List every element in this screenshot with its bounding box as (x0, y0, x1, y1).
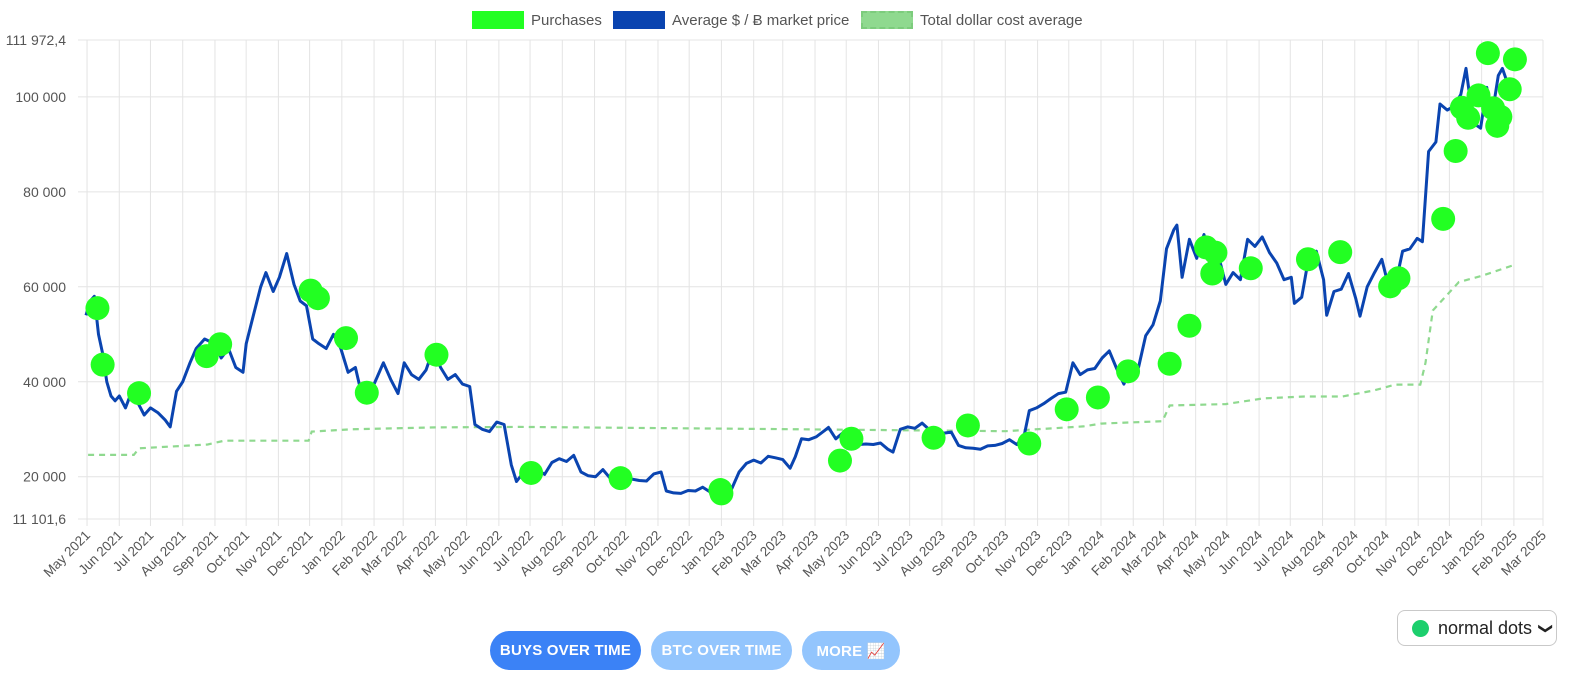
purchase-point[interactable] (519, 460, 544, 485)
purchase-point[interactable] (709, 481, 734, 506)
dca-series (88, 264, 1514, 456)
price-series (84, 66, 1515, 495)
dot-style-select[interactable]: normal dots ❯ (1397, 610, 1557, 646)
purchase-point[interactable] (839, 426, 864, 451)
green-dot-icon (1412, 619, 1429, 637)
purchase-point[interactable] (1502, 47, 1527, 72)
legend-swatch-purchases (472, 11, 524, 29)
purchase-point[interactable] (1116, 359, 1141, 384)
y-tick-label: 60 000 (23, 279, 66, 295)
purchase-point[interactable] (921, 425, 946, 450)
purchase-point[interactable] (1177, 313, 1202, 338)
y-tick-label: 80 000 (23, 184, 66, 200)
purchase-point[interactable] (1431, 206, 1456, 231)
purchase-point[interactable] (1085, 385, 1110, 410)
purchase-point[interactable] (1157, 351, 1182, 376)
purchase-point[interactable] (1017, 431, 1042, 456)
purchase-point[interactable] (1456, 105, 1481, 130)
purchase-point[interactable] (827, 448, 852, 473)
y-axis-labels: 111 972,4 100 000 80 000 60 000 40 000 20 000… (6, 32, 66, 527)
legend-label-purchases: Purchases (531, 11, 602, 29)
legend-label-price: Average $ / Ƀ market price (672, 11, 850, 29)
purchase-point[interactable] (1488, 104, 1513, 129)
legend-dca[interactable]: Total dollar cost average (861, 9, 1083, 31)
legend-price[interactable]: Average $ / Ƀ market price (613, 9, 849, 31)
legend-label-dca: Total dollar cost average (920, 11, 1083, 29)
y-tick-label: 11 101,6 (13, 511, 67, 527)
chevron-down-icon: ❯ (1538, 622, 1555, 634)
purchase-point[interactable] (90, 352, 115, 377)
purchase-point[interactable] (1295, 247, 1320, 272)
purchase-point[interactable] (1054, 397, 1079, 422)
buys-over-time-button[interactable]: BUYS OVER TIME (490, 631, 641, 670)
purchase-point[interactable] (424, 342, 449, 367)
purchase-point[interactable] (305, 286, 330, 311)
purchase-markers (85, 41, 1527, 506)
dca-line (88, 264, 1514, 456)
dot-style-value: normal dots (1438, 617, 1533, 638)
purchase-point[interactable] (208, 332, 233, 357)
y-tick-label: 100 000 (15, 89, 66, 105)
purchase-point[interactable] (1443, 138, 1468, 163)
btc-over-time-button[interactable]: BTC OVER TIME (651, 631, 792, 670)
legend-swatch-price (613, 11, 665, 29)
purchase-point[interactable] (127, 381, 152, 406)
y-tick-label: 20 000 (23, 469, 66, 485)
purchase-point[interactable] (85, 296, 110, 321)
y-tick-label: 111 972,4 (6, 32, 66, 48)
more-button[interactable]: MORE 📈 (802, 631, 900, 670)
purchase-point[interactable] (955, 413, 980, 438)
purchase-point[interactable] (1328, 240, 1353, 265)
purchase-point[interactable] (1238, 256, 1263, 281)
price-line (84, 66, 1515, 495)
legend-purchases[interactable]: Purchases (472, 9, 602, 31)
purchase-point[interactable] (1386, 266, 1411, 291)
purchase-point[interactable] (1475, 41, 1500, 66)
purchase-point[interactable] (333, 326, 358, 351)
purchase-point[interactable] (1203, 240, 1228, 265)
purchase-point[interactable] (1200, 261, 1225, 286)
purchase-point[interactable] (354, 380, 379, 405)
y-tick-label: 40 000 (23, 374, 66, 390)
legend-swatch-dca (861, 11, 913, 29)
purchase-point[interactable] (1497, 77, 1522, 102)
purchase-point[interactable] (608, 466, 633, 491)
